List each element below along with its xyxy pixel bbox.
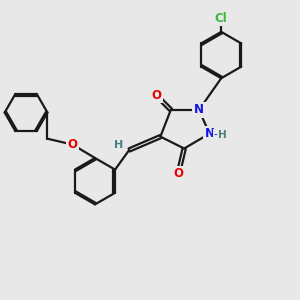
Text: O: O <box>151 88 161 101</box>
Text: Cl: Cl <box>215 12 228 25</box>
Text: N: N <box>204 127 214 140</box>
Text: N: N <box>194 103 204 116</box>
Text: O: O <box>173 167 183 180</box>
Text: -: - <box>213 129 217 139</box>
Text: H: H <box>218 130 226 140</box>
Text: H: H <box>114 140 123 150</box>
Text: O: O <box>68 138 78 151</box>
